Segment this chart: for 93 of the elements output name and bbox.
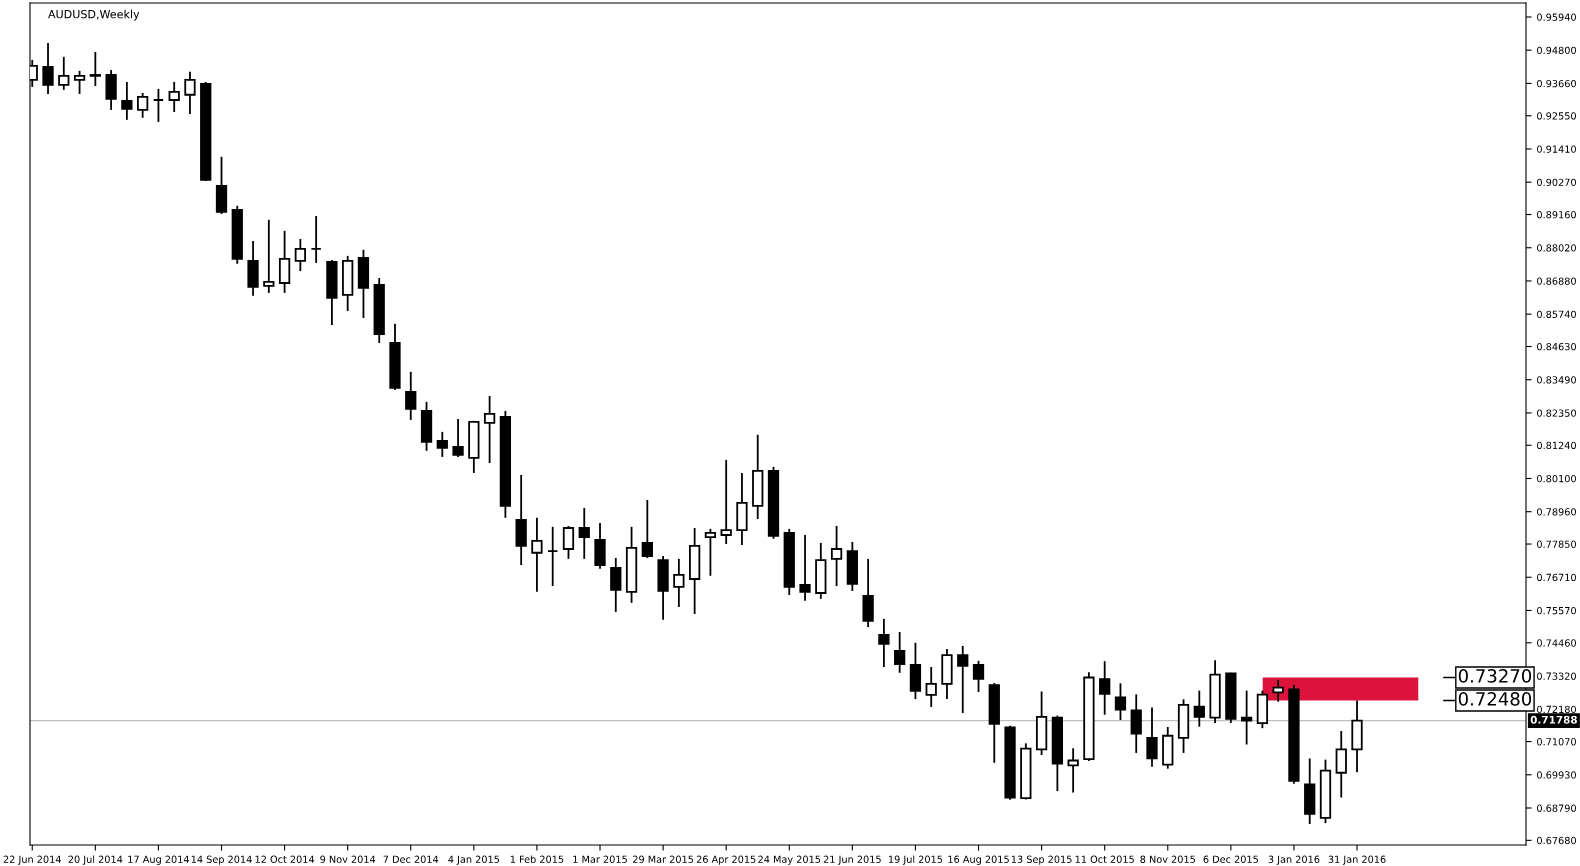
candlestick — [483, 395, 496, 464]
x-tick-label: 26 Apr 2015 — [696, 855, 756, 865]
candlestick — [799, 534, 811, 602]
candlestick — [405, 370, 417, 421]
y-tick-label: 0.92550 — [1537, 112, 1576, 120]
x-tick-label: 14 Sep 2014 — [191, 855, 252, 865]
candlestick — [58, 55, 70, 91]
candlestick — [720, 458, 732, 545]
y-tick-label: 0.95940 — [1537, 13, 1576, 21]
candlestick — [704, 527, 717, 577]
y-tick-label: 0.68790 — [1537, 804, 1576, 812]
candlestick — [310, 215, 322, 264]
candlestick — [957, 645, 969, 714]
y-tick-label: 0.93660 — [1537, 79, 1576, 88]
x-tick-label: 12 Oct 2014 — [255, 855, 315, 863]
x-tick-label: 17 Aug 2014 — [128, 855, 190, 865]
candlestick — [1099, 660, 1111, 716]
text: AUDUSD,Weekly — [48, 9, 140, 21]
candlestick — [894, 631, 906, 674]
x-tick-label: 9 Nov 2014 — [320, 855, 376, 863]
x-tick-label: 31 Jan 2016 — [1328, 855, 1386, 865]
candlestick — [1335, 730, 1347, 799]
y-tick-label: 0.78960 — [1537, 508, 1576, 516]
y-tick-label: 0.89160 — [1537, 211, 1576, 219]
candlestick — [1130, 693, 1142, 754]
x-tick-label: 22 Jun 2014 — [3, 855, 61, 865]
y-tick-label: 0.83490 — [1537, 376, 1576, 384]
candlestick — [184, 70, 196, 115]
y-tick-label: 0.81240 — [1537, 441, 1576, 450]
x-tick-label: 1 Mar 2015 — [573, 855, 627, 863]
x-tick-label: 11 Oct 2015 — [1075, 855, 1134, 863]
x-tick-label: 29 Mar 2015 — [632, 855, 694, 863]
y-tick-label: 0.88020 — [1537, 244, 1576, 252]
y-tick-label: 0.74460 — [1537, 639, 1576, 647]
candlestick — [562, 525, 575, 560]
y-tick-label: 0.85740 — [1537, 310, 1576, 318]
x-tick-label: 7 Dec 2014 — [383, 855, 439, 863]
candlestick — [578, 507, 590, 560]
y-tick-label: 0.80100 — [1537, 474, 1576, 483]
candlestick — [547, 525, 559, 587]
ref-line-label: 0.71788 — [1530, 715, 1577, 724]
candlestick — [972, 659, 985, 693]
candlestick — [1272, 679, 1284, 703]
candlestick — [42, 42, 54, 95]
y-tick-label: 0.73320 — [1537, 672, 1576, 680]
candlestick — [1114, 682, 1127, 721]
candlestick — [673, 557, 685, 608]
x-tick-label: 16 Aug 2015 — [948, 855, 1009, 865]
candlestick — [436, 430, 448, 458]
x-tick-label: 13 Sep 2015 — [1011, 855, 1072, 865]
annotation: 0.73270 — [1458, 669, 1532, 683]
candlestick — [452, 418, 464, 458]
y-tick-label: 0.91410 — [1537, 145, 1576, 153]
candlestick — [294, 238, 306, 272]
y-tick-label: 0.90270 — [1537, 178, 1576, 187]
x-tick-label: 3 Jan 2016 — [1268, 855, 1320, 865]
y-tick-label: 0.72180 — [1537, 705, 1576, 714]
candlestick — [89, 51, 101, 87]
y-tick-label: 0.76710 — [1537, 573, 1576, 582]
candlestick — [830, 525, 843, 587]
x-tick-label: 8 Nov 2015 — [1140, 855, 1195, 863]
candlestick — [137, 92, 149, 119]
y-tick-label: 0.71070 — [1537, 738, 1576, 746]
x-tick-label: 4 Jan 2015 — [448, 855, 500, 865]
y-tick-label: 0.69930 — [1537, 771, 1576, 779]
x-tick-label: 21 Jun 2015 — [823, 855, 881, 865]
candlestick — [1067, 747, 1079, 794]
y-tick-label: 0.84630 — [1537, 342, 1576, 351]
candlestick — [152, 88, 165, 123]
candlestick — [105, 69, 117, 111]
y-tick-label: 0.86880 — [1537, 277, 1576, 285]
y-tick-label: 0.77850 — [1537, 540, 1576, 548]
candlestick — [641, 499, 653, 559]
candlestick — [878, 618, 890, 668]
candlestick — [925, 666, 937, 708]
candlestick — [610, 557, 622, 613]
candlestick — [1146, 706, 1158, 768]
y-tick-label: 0.94800 — [1537, 46, 1576, 55]
candlestick — [1193, 689, 1205, 728]
x-tick-label: 6 Dec 2015 — [1203, 855, 1258, 863]
candlestick — [168, 81, 180, 113]
y-tick-label: 0.75570 — [1537, 606, 1576, 615]
annotation: 0.72480 — [1458, 692, 1532, 706]
y-tick-label: 0.82350 — [1537, 409, 1576, 417]
candlestick — [73, 69, 86, 95]
y-tick-label: 0.67680 — [1537, 836, 1576, 845]
x-tick-label: 20 Jul 2014 — [68, 855, 123, 865]
candlestick — [121, 81, 133, 121]
candlestick — [263, 218, 275, 294]
x-tick-label: 1 Feb 2015 — [510, 855, 564, 863]
candlestick — [531, 516, 543, 593]
x-tick-label: 19 Jul 2015 — [888, 855, 943, 865]
x-tick-label: 24 May 2015 — [758, 855, 821, 865]
